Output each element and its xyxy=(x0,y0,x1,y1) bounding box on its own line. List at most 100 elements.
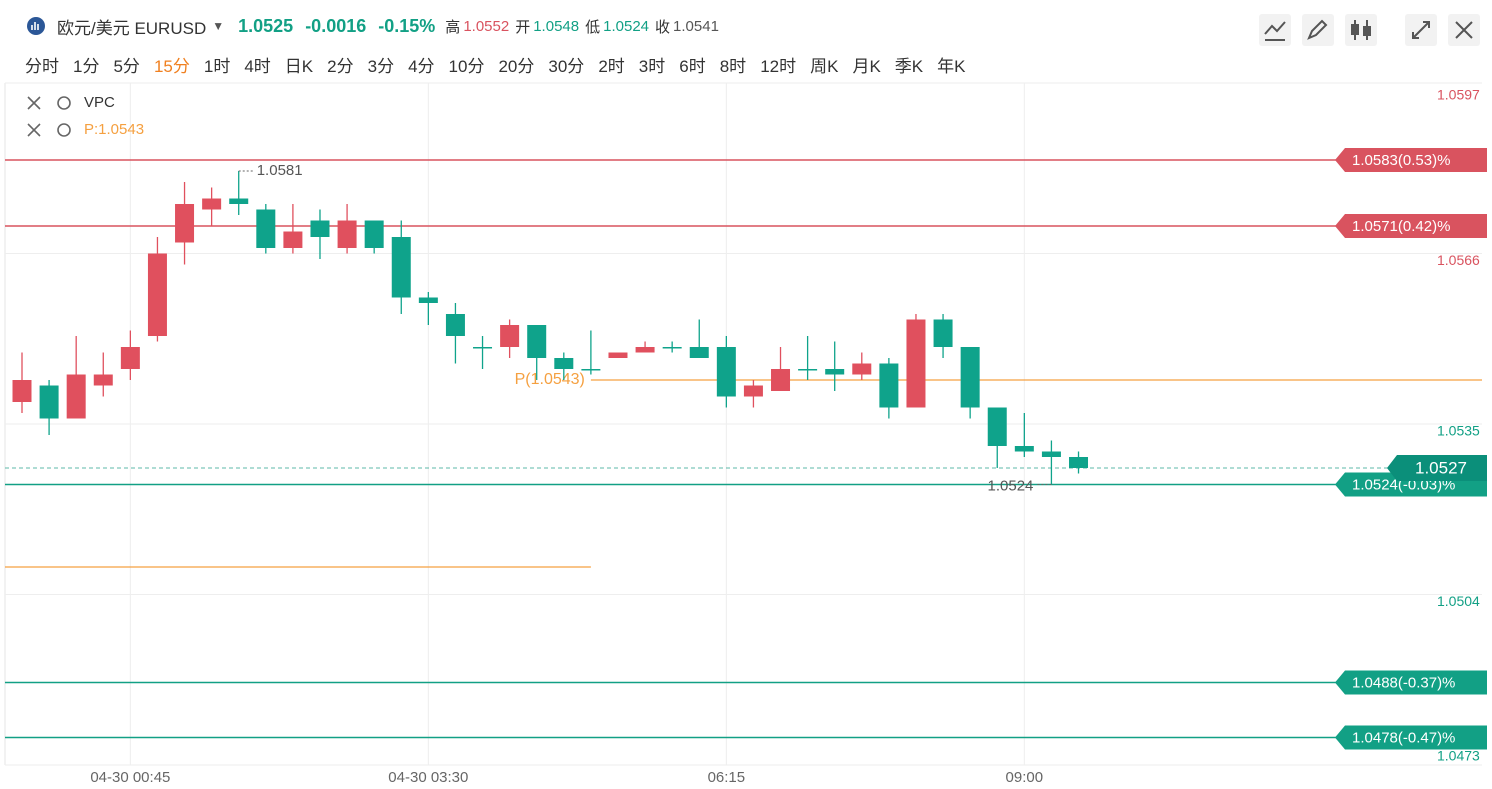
timeframe[interactable]: 2时 xyxy=(598,57,625,76)
indicator: VPC xyxy=(28,94,115,111)
price-tag xyxy=(1335,670,1487,695)
indicator-label: VPC xyxy=(84,94,115,111)
caret[interactable]: ▼ xyxy=(212,19,225,33)
timeframe[interactable]: 季K xyxy=(894,57,924,76)
y-tick-label: 1.0504 xyxy=(1437,593,1480,609)
symbol-icon xyxy=(27,17,45,35)
candle-body xyxy=(662,347,682,349)
y-tick-label: 1.0597 xyxy=(1437,87,1480,103)
candle-body xyxy=(473,347,493,349)
timeframe[interactable]: 周K xyxy=(810,57,839,76)
price-tag-label: 1.0478(-0.47)% xyxy=(1352,729,1455,746)
candle-body xyxy=(229,198,249,204)
stat-value: 1.0548 xyxy=(533,17,580,35)
price-tag-label: 1.0488(-0.37)% xyxy=(1352,674,1455,691)
timeframe[interactable]: 12时 xyxy=(760,57,797,76)
candle-body xyxy=(175,204,195,243)
timeframe[interactable]: 年K xyxy=(937,57,966,76)
candle-body xyxy=(147,253,167,336)
y-tick-label: 1.0535 xyxy=(1437,423,1480,439)
candle-body xyxy=(445,314,465,336)
timeframe[interactable]: 30分 xyxy=(548,57,585,76)
candle-body xyxy=(879,363,899,408)
indicator: P:1.0543 xyxy=(28,121,144,138)
timeframe[interactable]: 分时 xyxy=(25,57,59,76)
x-tick-label: 04-30 03:30 xyxy=(388,769,468,786)
timeframe[interactable]: 6时 xyxy=(679,57,706,76)
timeframe[interactable]: 4时 xyxy=(244,57,271,76)
timeframe[interactable]: 月K xyxy=(852,57,881,76)
candle-body xyxy=(202,198,222,210)
candle-body xyxy=(771,369,791,391)
price-tag xyxy=(1335,148,1487,172)
candle-tool-icon xyxy=(1363,26,1371,36)
candle-body xyxy=(798,369,818,371)
change: -0.0016 xyxy=(305,15,367,36)
timeframe[interactable]: 3时 xyxy=(638,57,666,76)
candle-body xyxy=(500,325,520,347)
timeframe[interactable]: 1时 xyxy=(203,57,231,76)
stat-value: 1.0541 xyxy=(673,17,719,35)
candle-body xyxy=(1014,446,1034,452)
plot: 1.0597 1.0566 1.0535 1.0504 1.0473 04-30 00:4… xyxy=(4,82,1487,786)
candle-body xyxy=(39,385,59,419)
stat-label: 收 xyxy=(655,18,671,36)
candle-body xyxy=(635,347,655,353)
timeframe[interactable]: 4分 xyxy=(408,57,435,76)
price-tag-label: 1.0571(0.42)% xyxy=(1352,218,1450,235)
candle-body xyxy=(554,358,574,369)
stat-value: 1.0524 xyxy=(603,17,650,35)
stat-label: 高 xyxy=(445,18,461,36)
expand-icon xyxy=(1412,21,1430,39)
annotation: 1.0581 xyxy=(257,162,303,179)
candle-body xyxy=(906,319,926,408)
timeframe[interactable]: 10分 xyxy=(448,57,485,76)
candle-body xyxy=(337,220,357,248)
timeframe[interactable]: 1分 xyxy=(73,57,100,76)
timeframe[interactable]: 日K xyxy=(284,57,314,76)
candle-body xyxy=(310,220,330,237)
candle-body xyxy=(960,347,980,408)
timeframe[interactable]: 20分 xyxy=(498,57,535,76)
timeframe[interactable]: 2分 xyxy=(327,57,354,76)
settings-icon[interactable] xyxy=(57,123,71,137)
y-tick-label: 1.0473 xyxy=(1437,748,1480,764)
candle-body xyxy=(527,325,547,358)
stat-label: 低 xyxy=(585,18,601,36)
y-tick-label: 1.0566 xyxy=(1437,252,1480,268)
tool-button[interactable] xyxy=(1345,14,1377,46)
candle-body xyxy=(581,369,601,371)
candle-body xyxy=(852,363,872,375)
current-price-tag xyxy=(1387,455,1487,481)
candle-body xyxy=(716,347,736,397)
symbol[interactable]: 欧元/美元 EURUSD xyxy=(57,18,207,38)
stat-value: 1.0552 xyxy=(463,17,510,35)
timeframe[interactable]: 8时 xyxy=(719,57,747,76)
tool-button[interactable] xyxy=(1302,14,1334,46)
candle-body xyxy=(689,347,709,358)
timeframe[interactable]: 5分 xyxy=(113,57,140,76)
candle-body xyxy=(987,407,1007,446)
current-price-label: 1.0527 xyxy=(1415,458,1467,477)
timeframe[interactable]: 15分 xyxy=(153,57,190,76)
timeframe[interactable]: 3分 xyxy=(367,57,395,76)
annotation: 1.0524 xyxy=(988,477,1034,494)
price: 1.0525 xyxy=(238,15,294,36)
candle-body xyxy=(283,231,303,248)
candle-body xyxy=(256,209,276,248)
remove-icon[interactable] xyxy=(27,96,41,137)
candle-body xyxy=(418,297,438,303)
settings-icon[interactable] xyxy=(57,96,71,110)
candle-body xyxy=(364,220,384,248)
stat-label: 开 xyxy=(515,18,531,36)
x-tick-label: 06:15 xyxy=(708,769,746,786)
candle-tool-icon xyxy=(1351,24,1359,35)
candle-body xyxy=(66,374,86,419)
candle-body xyxy=(391,237,411,298)
draw-tool-icon xyxy=(1307,19,1328,40)
close-icon xyxy=(1455,21,1473,39)
line-tool-icon xyxy=(1264,21,1286,41)
candle-body xyxy=(933,319,953,347)
symbol-icon xyxy=(31,22,39,30)
